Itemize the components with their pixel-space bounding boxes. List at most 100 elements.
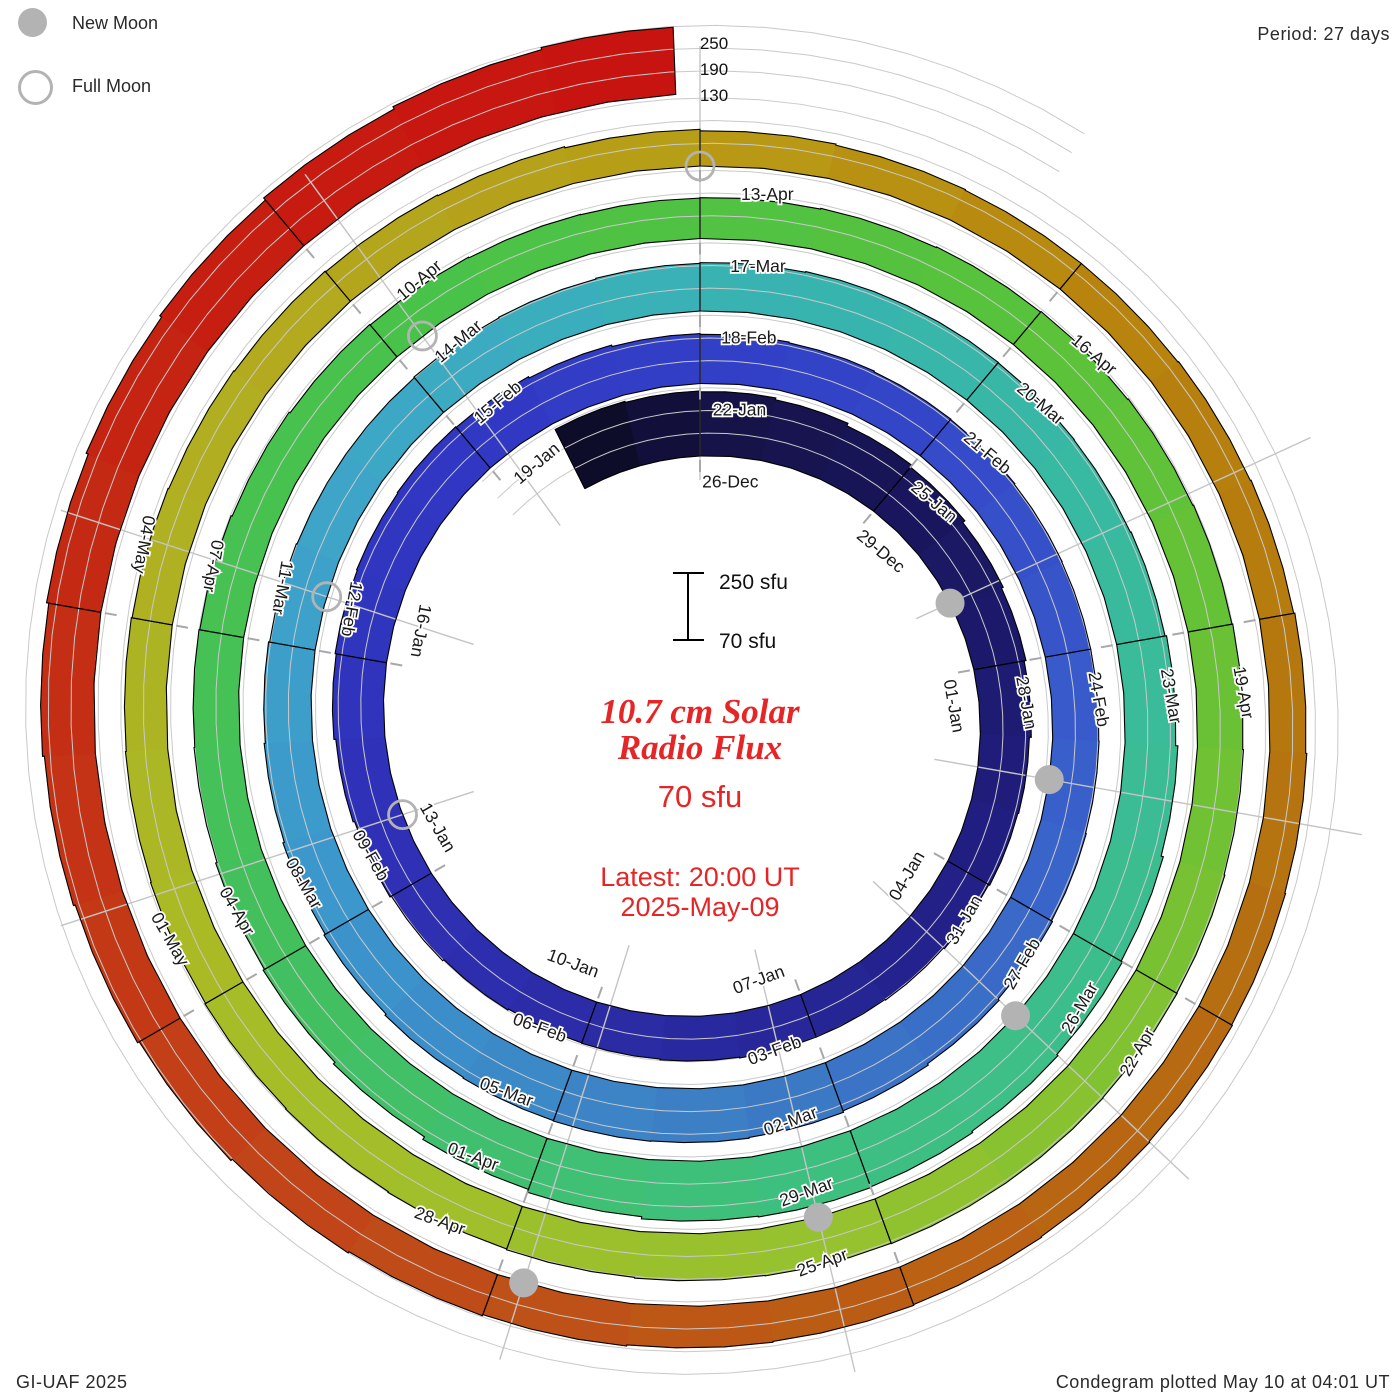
flux-bar-group-outline [873, 466, 1027, 671]
scale-bar-bottom-label: 70 sfu [719, 630, 777, 653]
day-tick [957, 669, 971, 674]
day-tick [1002, 346, 1012, 358]
day-tick [1100, 644, 1113, 649]
flux-bar-group-outline [552, 1062, 845, 1144]
plotted-timestamp-label: Condegram plotted May 10 at 04:01 UT [1055, 1372, 1390, 1392]
day-tick [352, 303, 362, 315]
day-tick [794, 979, 801, 992]
flux-bar-group-outline [699, 262, 1000, 401]
moon-event-line [60, 509, 474, 646]
day-tick [547, 1122, 554, 1135]
new-moon-marker-29-Jan [1034, 765, 1064, 795]
flux-bar-group-outline [262, 26, 677, 247]
day-tick [955, 402, 965, 413]
flux-bar-group-outline [526, 1130, 872, 1222]
flux-bar-group-outline [390, 872, 598, 1044]
moon-event-line [915, 436, 1311, 620]
date-label-18-Feb: 18-Feb [721, 328, 776, 348]
flux-bar-group-outline [263, 641, 369, 936]
flux-day-bar [1218, 479, 1295, 620]
day-tick [1172, 631, 1185, 636]
flux-bar-group-outline [699, 130, 1083, 290]
flux-gridline-190 [47, 47, 1316, 1353]
flux-bar-group-outline [199, 323, 398, 639]
flux-day-bar [193, 744, 262, 863]
date-label-16-Jan: 16-Jan [407, 603, 436, 659]
flux-gridline-130 [70, 70, 1294, 1330]
flux-bar-group-outline [268, 376, 445, 651]
flux-bar-group-outline [323, 908, 573, 1122]
flux-day-bar [40, 602, 102, 757]
flux-gridline-250 [25, 24, 1339, 1375]
chart-title-line2: Radio Flux [617, 728, 783, 767]
new-moon-icon [18, 8, 47, 37]
day-tick [247, 637, 260, 642]
flux-bar-group-outline [899, 1005, 1234, 1306]
new-moon-marker-30-Dec [935, 588, 965, 618]
flux-bar-group-outline [849, 933, 1124, 1188]
flux-bar-group-outline [262, 944, 548, 1191]
flux-bar-group-outline [334, 426, 491, 664]
flux-bar-group-outline [1012, 310, 1233, 633]
day-tick [434, 864, 446, 873]
period-label: Period: 27 days [1257, 24, 1390, 44]
flux-day-bar [437, 146, 574, 230]
day-tick [572, 1054, 579, 1067]
day-tick [1121, 960, 1134, 969]
chart-title-line1: 10.7 cm Solar [600, 692, 800, 731]
radial-axis-label-130: 130 [699, 86, 729, 105]
flux-day-bar [580, 197, 701, 255]
date-label-10-Jan: 10-Jan [545, 944, 602, 981]
latest-time-label: Latest: 20:00 UT [600, 862, 800, 892]
day-tick [597, 986, 604, 999]
flux-bar-group-outline [505, 1198, 892, 1282]
date-label-22-Jan: 22-Jan [713, 400, 767, 420]
day-tick [398, 359, 409, 370]
flux-day-bar [641, 1156, 759, 1222]
flux-bar-group-outline [580, 993, 817, 1062]
flux-bar-group-outline [699, 333, 952, 457]
day-tick [819, 1047, 825, 1060]
moon-event-line [934, 758, 1362, 836]
new-moon-legend-label: New Moon [72, 13, 159, 33]
flux-bar-group-outline [482, 1266, 915, 1349]
full-moon-legend-label: Full Moon [72, 76, 152, 96]
day-tick [390, 662, 403, 667]
flux-day-bar [1152, 504, 1233, 633]
flux-bar-group-outline [699, 197, 1042, 346]
flux-day-bar [526, 1137, 649, 1217]
new-moon-marker-28-Feb [1001, 1001, 1031, 1031]
full-moon-marker-13-Apr [684, 150, 716, 182]
day-tick [308, 936, 321, 945]
flux-day-bar [1085, 531, 1166, 645]
full-moon-marker-13-Jan [387, 799, 418, 831]
flux-day-bar [192, 629, 244, 748]
flux-bar-group-outline [455, 333, 701, 469]
flux-day-bar [611, 333, 701, 396]
flux-day-bar [581, 1001, 666, 1060]
day-tick [868, 1183, 875, 1196]
day-tick [933, 852, 945, 860]
flux-day-bar [767, 1266, 915, 1342]
day-tick [245, 973, 258, 981]
flux-bar-group-outline [204, 981, 523, 1250]
day-tick [1059, 924, 1071, 933]
date-label-13-Apr: 13-Apr [741, 184, 794, 204]
day-tick [445, 414, 455, 426]
flux-day-bar [810, 207, 937, 286]
radial-axis-label-190: 190 [699, 60, 729, 79]
flux-day-bar [564, 129, 701, 184]
scale-bar-line [687, 572, 689, 641]
day-tick [371, 900, 383, 909]
flux-bar-group-outline [131, 270, 352, 626]
day-tick [862, 513, 872, 525]
flux-bar-group-outline [324, 128, 701, 302]
flux-day-bar [46, 453, 140, 613]
full-moon-marker-14-Mar [407, 320, 438, 352]
flux-day-bar [827, 144, 966, 221]
day-tick [183, 1009, 195, 1018]
scale-bar-top-label: 250 sfu [719, 571, 788, 594]
flux-day-bar [552, 1069, 658, 1142]
flux-bar-group-outline [138, 1017, 498, 1317]
